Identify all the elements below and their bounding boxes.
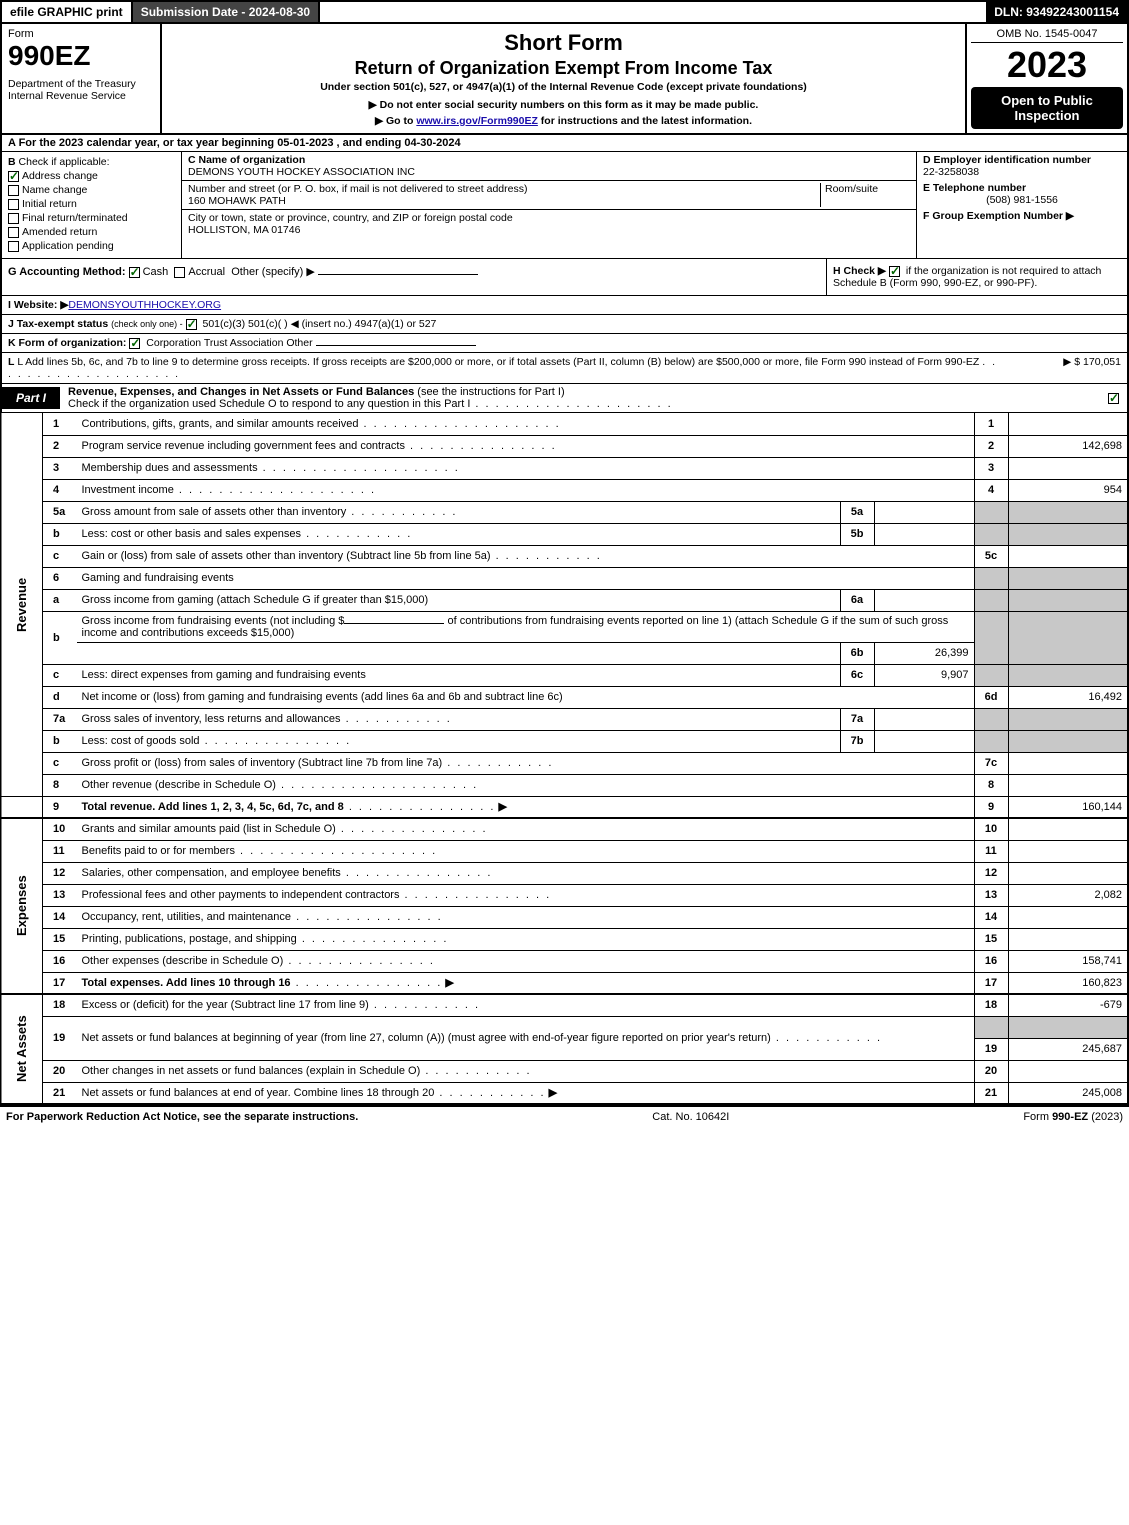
val-21: 245,008 [1008, 1082, 1128, 1104]
ssn-warning: ▶ Do not enter social security numbers o… [172, 99, 955, 111]
omb-number: OMB No. 1545-0047 [971, 28, 1123, 43]
chk-schedule-b[interactable] [889, 266, 900, 277]
group-exemption: F Group Exemption Number ▶ [923, 210, 1074, 222]
footer-right: Form 990-EZ (2023) [1023, 1111, 1123, 1123]
val-5a [874, 501, 974, 523]
val-18: -679 [1008, 994, 1128, 1016]
val-7c [1008, 752, 1128, 774]
ein: 22-3258038 [923, 166, 979, 178]
section-h: H Check ▶ if the organization is not req… [827, 259, 1127, 295]
section-b: B Check if applicable: Address change Na… [2, 152, 182, 258]
side-revenue: Revenue [1, 413, 43, 796]
section-j: J Tax-exempt status (check only one) - 5… [0, 315, 1129, 334]
org-name: DEMONS YOUTH HOCKEY ASSOCIATION INC [188, 166, 415, 178]
val-19: 245,687 [1008, 1038, 1128, 1060]
section-l: L L Add lines 5b, 6c, and 7b to line 9 t… [0, 353, 1129, 384]
part1-title: Revenue, Expenses, and Changes in Net As… [60, 384, 1103, 412]
section-g: G Accounting Method: Cash Accrual Other … [2, 259, 827, 295]
header-right: OMB No. 1545-0047 2023 Open to Public In… [967, 24, 1127, 133]
top-bar: efile GRAPHIC print Submission Date - 20… [0, 0, 1129, 24]
tax-year: 2023 [971, 43, 1123, 87]
section-c: C Name of organization DEMONS YOUTH HOCK… [182, 152, 917, 258]
val-7a [874, 708, 974, 730]
chk-cash[interactable] [129, 267, 140, 278]
section-a-period: A For the 2023 calendar year, or tax yea… [0, 135, 1129, 152]
chk-amended[interactable]: Amended return [8, 226, 175, 238]
val-12 [1008, 862, 1128, 884]
chk-application-pending[interactable]: Application pending [8, 240, 175, 252]
title-return: Return of Organization Exempt From Incom… [172, 58, 955, 79]
chk-accrual[interactable] [174, 267, 185, 278]
val-16: 158,741 [1008, 950, 1128, 972]
efile-label[interactable]: efile GRAPHIC print [2, 2, 133, 22]
val-6d: 16,492 [1008, 686, 1128, 708]
val-6a [874, 589, 974, 611]
submission-date: Submission Date - 2024-08-30 [133, 2, 320, 22]
val-15 [1008, 928, 1128, 950]
footer-catno: Cat. No. 10642I [652, 1111, 729, 1123]
val-17: 160,823 [1008, 972, 1128, 994]
gross-receipts: ▶ $ 170,051 [1001, 356, 1121, 380]
val-11 [1008, 840, 1128, 862]
telephone: (508) 981-1556 [923, 194, 1121, 206]
form-header: Form 990EZ Department of the Treasury In… [0, 24, 1129, 135]
part1-tab: Part I [2, 387, 60, 409]
section-i: I Website: ▶DEMONSYOUTHHOCKEY.ORG [0, 296, 1129, 315]
form-id-block: Form 990EZ Department of the Treasury In… [2, 24, 162, 133]
form-label: Form [8, 28, 154, 40]
form-number: 990EZ [8, 40, 154, 72]
chk-501c3[interactable] [186, 319, 197, 330]
chk-name-change[interactable]: Name change [8, 184, 175, 196]
val-14 [1008, 906, 1128, 928]
val-4: 954 [1008, 479, 1128, 501]
chk-final-return[interactable]: Final return/terminated [8, 212, 175, 224]
side-net-assets: Net Assets [1, 994, 43, 1104]
val-10 [1008, 818, 1128, 840]
section-k: K Form of organization: Corporation Trus… [0, 334, 1129, 353]
val-13: 2,082 [1008, 884, 1128, 906]
chk-initial-return[interactable]: Initial return [8, 198, 175, 210]
dept-label: Department of the Treasury Internal Reve… [8, 78, 154, 102]
val-5c [1008, 545, 1128, 567]
chk-corporation[interactable] [129, 338, 140, 349]
side-expenses: Expenses [1, 818, 43, 994]
dln: DLN: 93492243001154 [986, 2, 1127, 22]
subtitle: Under section 501(c), 527, or 4947(a)(1)… [172, 81, 955, 93]
website-link[interactable]: DEMONSYOUTHHOCKEY.ORG [68, 299, 221, 311]
goto-line: ▶ Go to www.irs.gov/Form990EZ for instru… [172, 115, 955, 127]
chk-address-change[interactable]: Address change [8, 170, 175, 182]
val-6b: 26,399 [874, 642, 974, 664]
open-to-public: Open to Public Inspection [971, 87, 1123, 129]
val-20 [1008, 1060, 1128, 1082]
row-bcd: B Check if applicable: Address change Na… [0, 152, 1129, 259]
part1-table: Revenue 1Contributions, gifts, grants, a… [0, 413, 1129, 1105]
val-9: 160,144 [1008, 796, 1128, 818]
footer-left: For Paperwork Reduction Act Notice, see … [6, 1111, 358, 1123]
val-2: 142,698 [1008, 435, 1128, 457]
val-7b [874, 730, 974, 752]
chk-schedule-o[interactable] [1108, 393, 1119, 404]
val-3 [1008, 457, 1128, 479]
irs-link[interactable]: www.irs.gov/Form990EZ [416, 115, 538, 127]
street-address: 160 MOHAWK PATH [188, 195, 286, 207]
section-d-e-f: D Employer identification number22-32580… [917, 152, 1127, 258]
val-8 [1008, 774, 1128, 796]
form-title-block: Short Form Return of Organization Exempt… [162, 24, 967, 133]
val-5b [874, 523, 974, 545]
part1-header: Part I Revenue, Expenses, and Changes in… [0, 384, 1129, 413]
row-gh: G Accounting Method: Cash Accrual Other … [0, 259, 1129, 296]
page-footer: For Paperwork Reduction Act Notice, see … [0, 1105, 1129, 1127]
city-state-zip: HOLLISTON, MA 01746 [188, 224, 300, 236]
val-1 [1008, 413, 1128, 435]
val-6c: 9,907 [874, 664, 974, 686]
title-short-form: Short Form [172, 30, 955, 56]
